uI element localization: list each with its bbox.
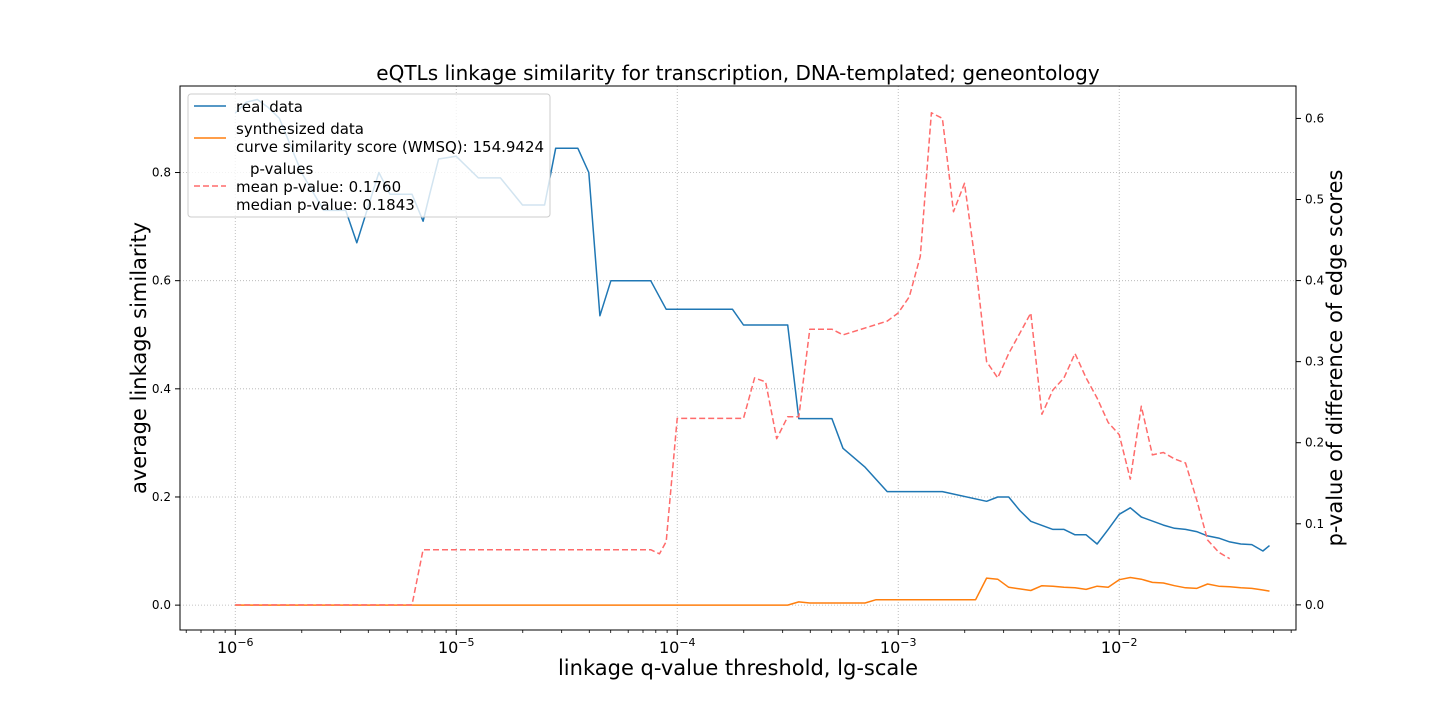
y-tick-label-1: 0.2 — [152, 490, 171, 504]
chart-title: eQTLs linkage similarity for transcripti… — [376, 61, 1100, 85]
y2-axis-label: p-value of difference of edge scores — [1323, 170, 1347, 547]
legend-pvalue-median: median p-value: 0.1843 — [236, 196, 415, 214]
legend-real-label: real data — [236, 98, 303, 116]
y2-tick-label-6: 0.6 — [1305, 111, 1324, 125]
y2-tick-label-2: 0.2 — [1305, 436, 1324, 450]
y-axis-label: average linkage similarity — [127, 222, 151, 494]
plot-frame — [179, 85, 1297, 631]
grid-layer — [180, 86, 1296, 630]
legend: real data synthesized data curve similar… — [187, 93, 551, 218]
x-tick-label-4: 10−2 — [1101, 636, 1138, 657]
axis-layer: 10−6 10−5 10−4 10−3 10−2 0.0 0.2 0.4 0.6 0.8 0.0 0.… — [152, 111, 1324, 657]
x-axis-label: linkage q-value threshold, lg-scale — [558, 656, 918, 680]
y-tick-label-4: 0.8 — [152, 166, 171, 180]
series-line-p-values — [235, 112, 1231, 606]
x-tick-label-3: 10−3 — [880, 636, 917, 657]
y-tick-label-3: 0.6 — [152, 274, 171, 288]
y2-tick-label-5: 0.5 — [1305, 193, 1324, 207]
x-tick-label-1: 10−5 — [438, 636, 475, 657]
legend-synth-score: curve similarity score (WMSQ): 154.9424 — [236, 138, 544, 156]
legend-box — [187, 93, 551, 218]
legend-pvalue-mean: mean p-value: 0.1760 — [236, 178, 401, 196]
y-tick-label-0: 0.0 — [152, 598, 171, 612]
y2-tick-label-1: 0.1 — [1305, 517, 1324, 531]
x-tick-label-0: 10−6 — [217, 636, 254, 657]
y-tick-label-2: 0.4 — [152, 382, 171, 396]
legend-synth-label: synthesized data — [236, 120, 364, 138]
y2-tick-label-0: 0.0 — [1305, 598, 1324, 612]
series-line-synthesized-data — [235, 576, 1270, 606]
y2-tick-label-4: 0.4 — [1305, 274, 1324, 288]
x-tick-label-2: 10−4 — [659, 636, 696, 657]
legend-pvalue-label: p-values — [250, 160, 314, 178]
y2-tick-label-3: 0.3 — [1305, 355, 1324, 369]
